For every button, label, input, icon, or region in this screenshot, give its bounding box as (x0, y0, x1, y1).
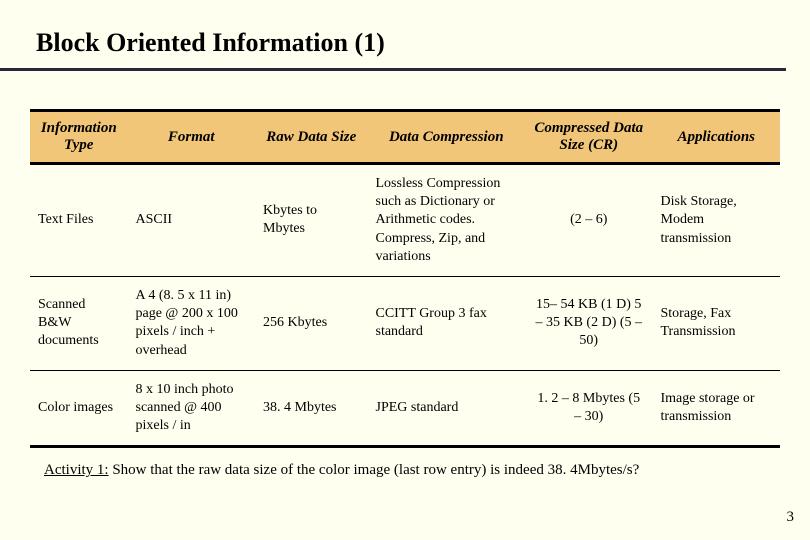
table-row: Text Files ASCII Kbytes to Mbytes Lossle… (30, 164, 780, 277)
activity-text: Activity 1: Show that the raw data size … (0, 448, 810, 479)
slide-title: Block Oriented Information (1) (0, 0, 786, 71)
cell-compression: Lossless Compression such as Dictionary … (368, 164, 526, 277)
cell-raw-size: 256 Kbytes (255, 276, 368, 370)
cell-info-type: Color images (30, 370, 128, 447)
cell-raw-size: 38. 4 Mbytes (255, 370, 368, 447)
cell-raw-size: Kbytes to Mbytes (255, 164, 368, 277)
table-container: Information Type Format Raw Data Size Da… (0, 71, 810, 448)
activity-label: Activity 1: (44, 462, 109, 478)
table-row: Color images 8 x 10 inch photo scanned @… (30, 370, 780, 447)
cell-compression: CCITT Group 3 fax standard (368, 276, 526, 370)
cell-compressed-size: 15– 54 KB (1 D) 5 – 35 KB (2 D) (5 – 50) (525, 276, 653, 370)
cell-compressed-size: 1. 2 – 8 Mbytes (5 – 30) (525, 370, 653, 447)
cell-applications: Storage, Fax Transmission (653, 276, 781, 370)
activity-body: Show that the raw data size of the color… (109, 462, 640, 478)
col-header-info-type: Information Type (30, 111, 128, 164)
cell-format: A 4 (8. 5 x 11 in) page @ 200 x 100 pixe… (128, 276, 256, 370)
page-number: 3 (787, 509, 795, 526)
cell-format: 8 x 10 inch photo scanned @ 400 pixels /… (128, 370, 256, 447)
col-header-format: Format (128, 111, 256, 164)
cell-applications: Image storage or transmission (653, 370, 781, 447)
info-table: Information Type Format Raw Data Size Da… (30, 109, 780, 448)
table-header-row: Information Type Format Raw Data Size Da… (30, 111, 780, 164)
cell-compressed-size: (2 – 6) (525, 164, 653, 277)
col-header-applications: Applications (653, 111, 781, 164)
cell-compression: JPEG standard (368, 370, 526, 447)
cell-applications: Disk Storage, Modem transmission (653, 164, 781, 277)
col-header-raw-size: Raw Data Size (255, 111, 368, 164)
cell-format: ASCII (128, 164, 256, 277)
table-row: Scanned B&W documents A 4 (8. 5 x 11 in)… (30, 276, 780, 370)
col-header-compressed-size: Compressed Data Size (CR) (525, 111, 653, 164)
cell-info-type: Text Files (30, 164, 128, 277)
col-header-compression: Data Compression (368, 111, 526, 164)
cell-info-type: Scanned B&W documents (30, 276, 128, 370)
